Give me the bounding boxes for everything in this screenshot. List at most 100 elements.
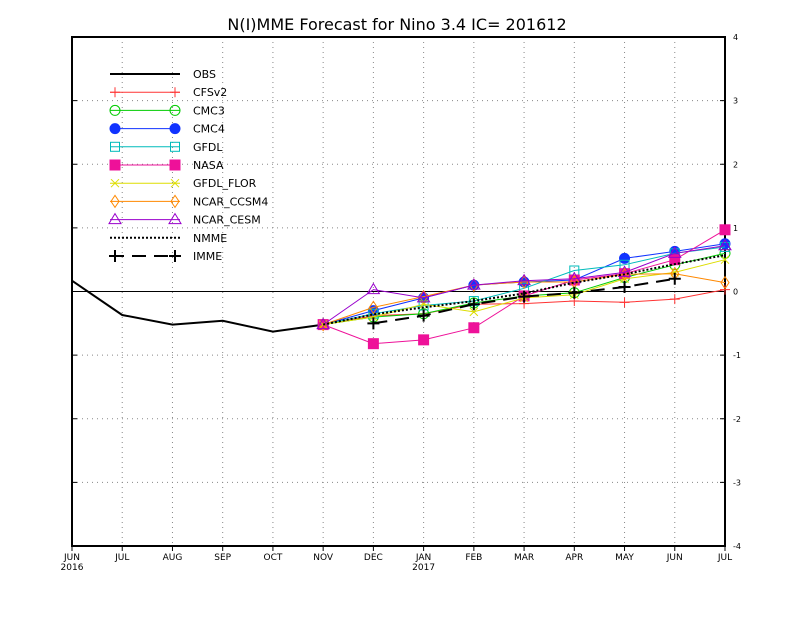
x-tick-label: SEP [214, 553, 231, 563]
y-tick-label: 4 [733, 33, 738, 42]
legend-label: GFDL [193, 141, 223, 154]
legend-item: CFSv2 [110, 86, 227, 99]
legend-item: NCAR_CESM [108, 212, 261, 227]
y-tick-label: 1 [733, 224, 738, 233]
legend-label: OBS [193, 68, 216, 81]
marker-square [468, 322, 480, 334]
x-year-label: 2017 [412, 563, 435, 573]
x-tick-label: APR [565, 553, 583, 563]
series-layer [71, 224, 732, 350]
marker-x [110, 178, 120, 188]
y-tick-label: -1 [733, 351, 741, 360]
marker-triangle [567, 271, 582, 284]
y-tick-label: 3 [733, 97, 738, 106]
marker-diamond [419, 289, 429, 304]
series-nmme [323, 254, 726, 326]
marker-diamond [368, 300, 378, 315]
x-year-label: 2016 [61, 563, 84, 573]
marker-plus [467, 298, 480, 311]
chart-title: N(I)MME Forecast for Nino 3.4 IC= 201612 [227, 15, 566, 34]
x-tick-label: OCT [263, 553, 282, 563]
legend-item: NCAR_CCSM4 [110, 194, 268, 209]
marker-plus [668, 272, 681, 285]
x-tick-label: JUN [63, 553, 80, 563]
marker-triangle [366, 282, 381, 295]
x-tick-label: AUG [163, 553, 183, 563]
y-tick-label: -4 [733, 542, 741, 551]
legend-label: NCAR_CCSM4 [193, 195, 268, 208]
marker-circle [169, 104, 181, 116]
legend-item: GFDL_FLOR [110, 177, 257, 190]
y-tick-label: 2 [733, 160, 738, 169]
marker-plus [417, 309, 430, 322]
series-ncar-cesm [316, 238, 732, 330]
marker-triangle [316, 317, 331, 330]
legend-item: NMME [110, 232, 227, 245]
y-tick-label: -2 [733, 415, 741, 424]
marker-square [367, 338, 379, 350]
x-tick-label: NOV [313, 553, 334, 563]
x-tick-label: JUL [717, 553, 732, 563]
marker-x [170, 178, 180, 188]
marker-square [719, 224, 731, 236]
marker-plus [669, 294, 680, 305]
x-tick-label: FEB [465, 553, 482, 563]
series-imme [367, 272, 681, 330]
legend-item: NASA [109, 159, 224, 172]
x-tick-label: DEC [364, 553, 383, 563]
marker-square [418, 334, 430, 346]
marker-square [568, 274, 580, 286]
x-tick-label: JUN [666, 553, 683, 563]
y-tick-label: -3 [733, 478, 741, 487]
legend-item: CMC4 [109, 123, 225, 136]
marker-circle [169, 123, 181, 135]
marker-plus [109, 250, 121, 262]
x-tick-label: JAN [415, 553, 431, 563]
x-tick-label: MAY [615, 553, 634, 563]
marker-plus [568, 286, 581, 299]
marker-x [469, 307, 479, 317]
marker-plus [170, 87, 180, 98]
legend-label: CFSv2 [193, 86, 227, 99]
legend: OBS CFSv2 CMC3 CMC4 GFDL NASA GFDL_FLOR NCAR_CC… [108, 68, 268, 263]
marker-triangle [718, 238, 732, 251]
marker-diamond [170, 194, 180, 209]
marker-triangle [416, 290, 431, 303]
marker-triangle [667, 246, 682, 258]
legend-label: NCAR_CESM [193, 214, 261, 227]
marker-square [169, 159, 181, 171]
marker-triangle [108, 212, 122, 225]
marker-x [720, 255, 730, 265]
marker-circle [619, 252, 631, 264]
axes-layer: JUN JUL AUG SEP OCT NOV DEC JAN FEB MAR APR MAY JUN J… [61, 33, 741, 573]
x-tick-label: JUL [114, 553, 129, 563]
series-line [323, 273, 726, 326]
series-line [322, 245, 726, 326]
series-line [71, 279, 324, 333]
legend-label: CMC3 [193, 104, 225, 117]
marker-plus [367, 317, 380, 330]
marker-triangle [617, 265, 632, 277]
marker-plus [169, 250, 181, 262]
marker-diamond [720, 275, 730, 290]
y-tick-label: 0 [733, 288, 738, 297]
legend-label: NMME [193, 232, 227, 245]
marker-plus [518, 290, 531, 303]
marker-square [110, 141, 120, 152]
legend-item: IMME [109, 250, 222, 263]
marker-triangle [168, 212, 182, 225]
legend-label: GFDL_FLOR [193, 177, 257, 190]
series-obs [71, 279, 324, 333]
marker-triangle [517, 273, 531, 286]
marker-triangle [466, 278, 481, 290]
marker-circle [109, 123, 121, 135]
marker-plus [619, 297, 630, 308]
legend-label: NASA [193, 159, 224, 172]
legend-item: OBS [110, 68, 216, 81]
marker-plus [110, 87, 120, 98]
marker-plus [618, 281, 631, 294]
legend-item: CMC3 [109, 104, 225, 117]
marker-square [170, 141, 180, 152]
